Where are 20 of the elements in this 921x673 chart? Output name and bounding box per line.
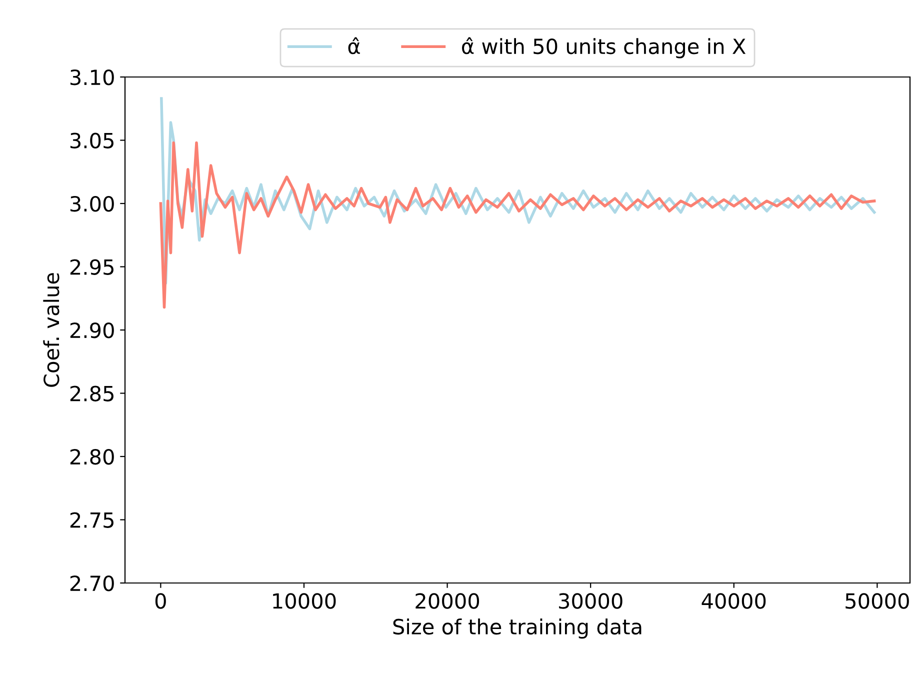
line-series <box>159 141 876 309</box>
y-axis-title: Coef. value <box>43 273 60 387</box>
y-tick-label: 2.80 <box>70 448 114 465</box>
x-tick-label: 40000 <box>702 593 766 609</box>
y-tick-label: 2.70 <box>70 575 114 592</box>
y-tick-label: 3.05 <box>70 132 114 148</box>
y-tick-label: 2.75 <box>70 512 114 528</box>
y-tick-label: 3.10 <box>70 69 114 86</box>
legend-label: α̂ with 50 units change in X <box>462 37 746 58</box>
x-tick-label: 20000 <box>416 593 480 609</box>
y-tick-label: 2.90 <box>70 322 114 338</box>
x-tick-label: 50000 <box>846 593 909 609</box>
x-tick-label: 30000 <box>559 593 622 609</box>
legend-label: α̂ <box>348 37 360 54</box>
x-tick-label: 10000 <box>273 593 336 609</box>
y-tick-label: 3.00 <box>70 196 114 212</box>
x-axis-title: Size of the training data <box>393 618 642 639</box>
y-tick-label: 2.95 <box>70 259 114 275</box>
y-tick-label: 2.85 <box>70 386 114 402</box>
x-tick-label: 0 <box>155 593 166 609</box>
